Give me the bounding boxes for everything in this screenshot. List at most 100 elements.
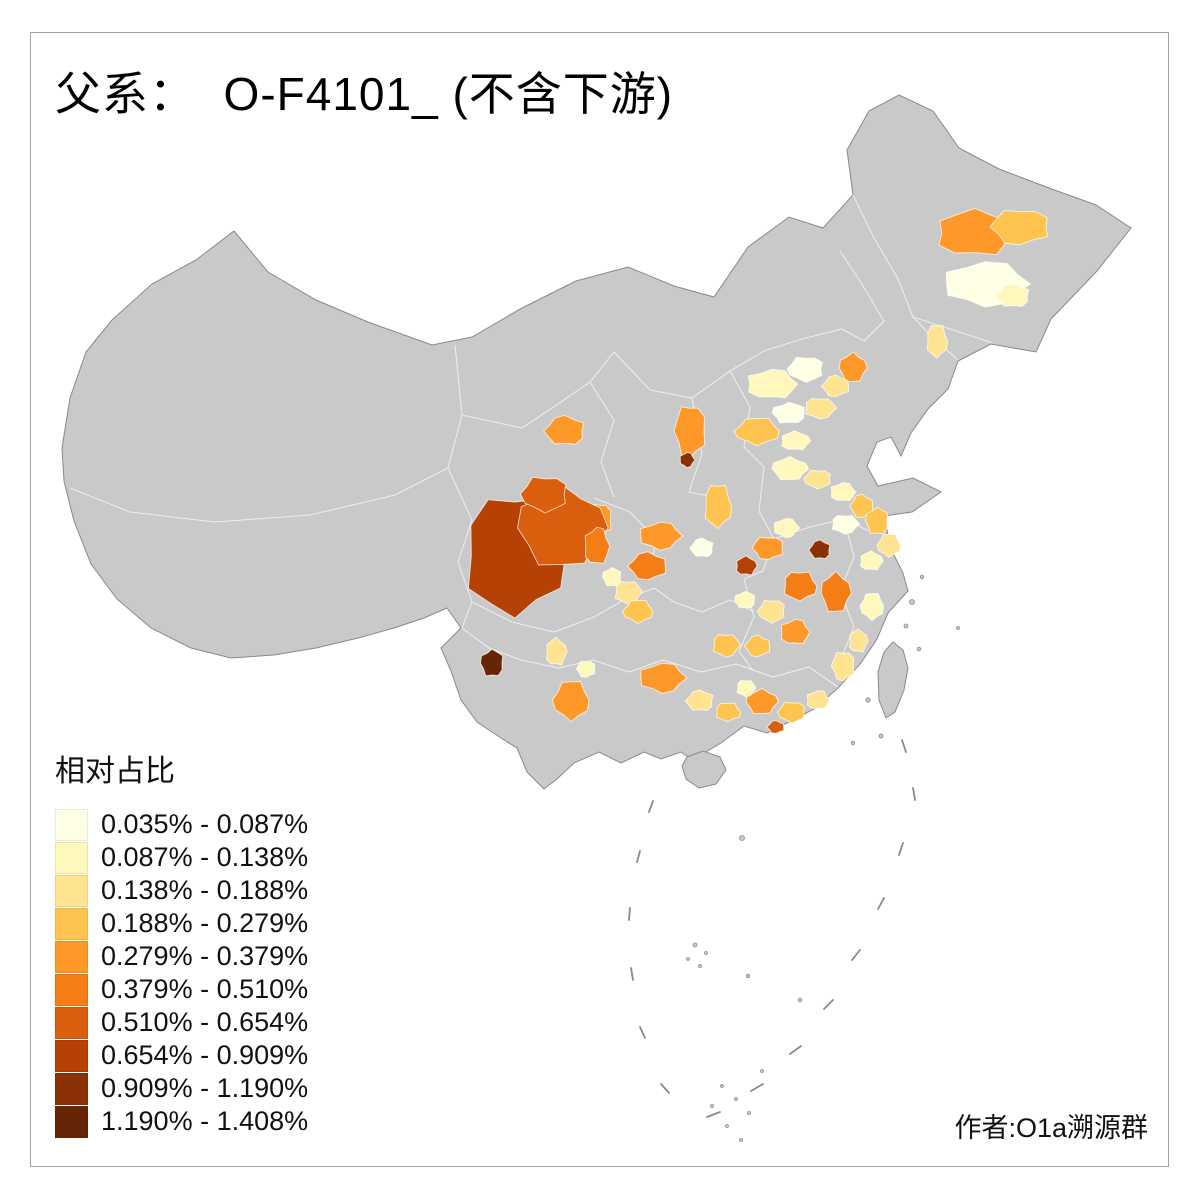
map-region: [602, 566, 622, 587]
map-region: [994, 283, 1030, 307]
legend-item: 0.510% - 0.654%: [55, 1006, 308, 1039]
small-island: [710, 1104, 714, 1108]
legend-label: 0.087% - 0.138%: [101, 842, 309, 872]
map-region: [689, 537, 714, 558]
small-island: [865, 697, 871, 703]
map-region: [745, 687, 780, 715]
legend: 相对占比 0.035% - 0.087% 0.087% - 0.138% 0.138…: [55, 746, 308, 1138]
map-region: [756, 599, 785, 624]
legend-swatch: [55, 1006, 88, 1039]
province-boundary: [461, 351, 615, 429]
sea-boundary-dash: [789, 1045, 802, 1055]
sea-boundary-dash: [706, 1111, 721, 1118]
map-region: [673, 406, 706, 458]
sea-boundary-dash: [901, 739, 907, 753]
figure-title: 父系： O-F4101_ (不含下游): [55, 68, 674, 120]
map-region: [781, 430, 812, 451]
small-island: [878, 733, 884, 739]
map-region: [704, 484, 733, 530]
map-region: [575, 660, 596, 678]
legend-swatch: [55, 808, 88, 841]
small-island: [916, 646, 922, 652]
legend-item: 0.654% - 0.909%: [55, 1039, 308, 1072]
legend-item: 0.279% - 0.379%: [55, 940, 308, 973]
map-region: [865, 506, 889, 535]
sea-boundary-dash: [898, 842, 904, 856]
small-island: [919, 574, 925, 580]
small-island: [739, 1138, 743, 1142]
legend-label: 0.379% - 0.510%: [101, 974, 309, 1004]
legend-swatch: [55, 1039, 88, 1072]
map-region: [838, 351, 868, 383]
map-region: [804, 398, 838, 420]
small-island: [720, 1084, 724, 1088]
map-region: [684, 689, 714, 711]
province-boundary: [69, 344, 463, 523]
map-region: [546, 636, 568, 666]
map-region: [551, 681, 590, 723]
legend-items: 0.035% - 0.087% 0.087% - 0.138% 0.138% - 0…: [55, 808, 308, 1138]
legend-item: 0.087% - 0.138%: [55, 841, 308, 874]
legend-swatch: [55, 1072, 88, 1105]
map-region: [766, 719, 785, 734]
legend-item: 0.379% - 0.510%: [55, 973, 308, 1006]
legend-item: 0.188% - 0.279%: [55, 907, 308, 940]
legend-swatch: [55, 940, 88, 973]
map-region: [640, 521, 684, 551]
small-island: [739, 835, 745, 841]
province-boundary: [592, 659, 839, 688]
legend-item: 0.035% - 0.087%: [55, 808, 308, 841]
map-region: [802, 469, 831, 490]
map-region: [830, 651, 855, 682]
province-boundary: [447, 467, 473, 629]
province-boundary: [589, 381, 615, 498]
map-region: [736, 555, 758, 576]
sea-boundary-dash: [660, 1083, 670, 1094]
map-region: [733, 417, 780, 447]
sea-boundary-dash: [877, 897, 885, 910]
small-island: [698, 964, 702, 968]
province-boundary: [613, 250, 885, 399]
map-region: [679, 452, 696, 469]
sea-boundary-dash: [630, 967, 634, 981]
map-region: [806, 690, 831, 710]
map-region: [876, 533, 902, 559]
map-region: [776, 701, 805, 724]
small-island: [734, 1097, 738, 1101]
small-island: [692, 942, 698, 948]
legend-label: 0.654% - 0.909%: [101, 1040, 309, 1070]
legend-swatch: [55, 907, 88, 940]
map-region: [780, 618, 811, 645]
island-shape: [877, 641, 909, 719]
legend-label: 0.138% - 0.188%: [101, 875, 309, 905]
province-boundary: [461, 627, 594, 669]
map-region: [715, 702, 742, 723]
map-region: [926, 324, 948, 359]
legend-item: 0.138% - 0.188%: [55, 874, 308, 907]
legend-label: 0.035% - 0.087%: [101, 809, 309, 839]
map-region: [989, 210, 1049, 246]
map-region: [859, 592, 885, 622]
map-region: [784, 571, 818, 602]
map-region: [848, 628, 869, 653]
small-island: [797, 997, 803, 1003]
legend-label: 0.909% - 1.190%: [101, 1073, 309, 1103]
map-region: [808, 539, 831, 560]
sea-boundary-dash: [750, 1083, 764, 1092]
sea-boundary-dash: [636, 850, 641, 863]
province-boundary: [623, 587, 755, 613]
small-island: [956, 626, 960, 630]
map-region: [640, 662, 688, 694]
province-boundary: [593, 497, 658, 566]
sea-boundary-dash: [912, 787, 916, 801]
legend-label: 0.279% - 0.379%: [101, 941, 309, 971]
mainland-shape: [61, 94, 1132, 790]
map-region: [743, 634, 771, 658]
map-region: [543, 414, 585, 445]
legend-swatch: [55, 1105, 88, 1138]
map-region: [734, 590, 756, 609]
map-region: [584, 526, 611, 565]
small-island: [745, 973, 751, 979]
